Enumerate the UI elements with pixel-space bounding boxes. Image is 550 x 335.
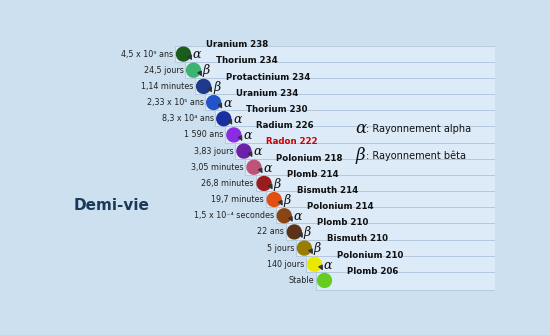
Text: Thorium 230: Thorium 230: [246, 105, 308, 114]
Text: Thorium 234: Thorium 234: [216, 57, 278, 65]
Bar: [276, 207, 495, 223]
Bar: [235, 143, 495, 159]
Bar: [256, 175, 495, 191]
Text: α: α: [243, 129, 252, 142]
Circle shape: [207, 95, 221, 110]
Text: α: α: [192, 48, 201, 61]
Text: α: α: [253, 145, 262, 158]
Bar: [195, 78, 495, 94]
Bar: [215, 110, 495, 126]
Text: : Rayonnement alpha: : Rayonnement alpha: [366, 124, 471, 134]
Circle shape: [257, 177, 271, 190]
Circle shape: [298, 241, 311, 255]
Bar: [296, 240, 495, 256]
Circle shape: [267, 193, 281, 206]
Text: 4,5 x 10⁹ ans: 4,5 x 10⁹ ans: [121, 50, 173, 59]
Bar: [266, 191, 495, 207]
Text: Plomb 214: Plomb 214: [287, 170, 338, 179]
Circle shape: [277, 209, 291, 223]
Text: β: β: [273, 178, 281, 191]
Text: 26,8 minutes: 26,8 minutes: [201, 179, 254, 188]
Circle shape: [307, 257, 321, 271]
Bar: [185, 62, 495, 78]
Circle shape: [247, 160, 261, 174]
Circle shape: [217, 112, 231, 126]
Text: α: α: [223, 97, 232, 110]
Text: 1 590 ans: 1 590 ans: [184, 130, 224, 139]
Bar: [316, 272, 495, 290]
Text: α: α: [355, 120, 367, 137]
Text: Polonium 214: Polonium 214: [307, 202, 373, 211]
Text: Uranium 238: Uranium 238: [206, 40, 268, 49]
Text: Radium 226: Radium 226: [256, 121, 314, 130]
Bar: [205, 94, 495, 110]
Bar: [306, 256, 495, 272]
Text: 8,3 x 10⁴ ans: 8,3 x 10⁴ ans: [162, 114, 213, 123]
Text: β: β: [304, 226, 311, 239]
Bar: [175, 46, 495, 62]
Text: β: β: [355, 147, 365, 164]
Circle shape: [186, 63, 201, 77]
Text: Plomb 210: Plomb 210: [317, 218, 368, 227]
Bar: [226, 126, 495, 143]
Text: Polonium 218: Polonium 218: [277, 153, 343, 162]
Text: α: α: [233, 113, 241, 126]
Text: Bismuth 214: Bismuth 214: [296, 186, 358, 195]
Text: α: α: [324, 259, 332, 272]
Circle shape: [287, 225, 301, 239]
Text: Bismuth 210: Bismuth 210: [327, 234, 388, 243]
Circle shape: [317, 273, 332, 287]
Text: Polonium 210: Polonium 210: [337, 251, 403, 260]
Text: 2,33 x 10⁵ ans: 2,33 x 10⁵ ans: [147, 98, 204, 107]
Text: Radon 222: Radon 222: [266, 137, 318, 146]
Text: α: α: [294, 210, 302, 223]
Text: 3,05 minutes: 3,05 minutes: [191, 163, 244, 172]
Text: β: β: [314, 242, 321, 255]
Text: Demi-vie: Demi-vie: [74, 198, 149, 213]
Text: 140 jours: 140 jours: [267, 260, 304, 269]
Text: : Rayonnement bêta: : Rayonnement bêta: [366, 150, 466, 161]
Text: β: β: [213, 81, 220, 94]
Text: 5 jours: 5 jours: [267, 244, 294, 253]
Text: 1,5 x 10⁻⁴ secondes: 1,5 x 10⁻⁴ secondes: [194, 211, 274, 220]
Text: Uranium 234: Uranium 234: [236, 89, 299, 98]
Text: Plomb 206: Plomb 206: [347, 267, 398, 276]
Bar: [286, 223, 495, 240]
Text: 19,7 minutes: 19,7 minutes: [211, 195, 264, 204]
Circle shape: [227, 128, 241, 142]
Text: 3,83 jours: 3,83 jours: [194, 147, 234, 155]
Text: 1,14 minutes: 1,14 minutes: [141, 82, 194, 91]
Circle shape: [177, 47, 190, 61]
Bar: [245, 159, 495, 175]
Text: β: β: [203, 65, 210, 77]
Text: Protactinium 234: Protactinium 234: [226, 73, 310, 82]
Text: α: α: [263, 161, 272, 175]
Text: 22 ans: 22 ans: [257, 227, 284, 237]
Circle shape: [237, 144, 251, 158]
Text: β: β: [283, 194, 290, 207]
Text: Stable: Stable: [289, 276, 315, 285]
Circle shape: [197, 79, 211, 93]
Text: 24,5 jours: 24,5 jours: [144, 66, 184, 75]
